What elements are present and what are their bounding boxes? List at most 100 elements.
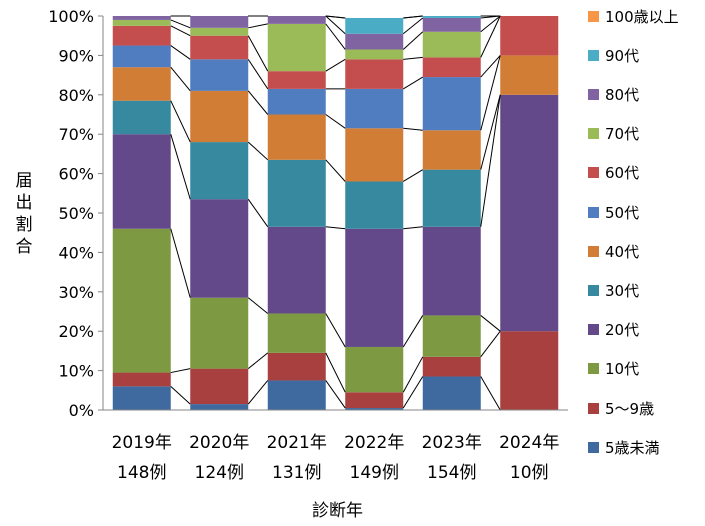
bar-segment-6-0 <box>112 45 171 68</box>
legend-label: 20代 <box>605 321 640 340</box>
series-line-3-4 <box>403 226 423 230</box>
series-line-3-8 <box>403 56 423 60</box>
series-line-4-4 <box>480 94 501 227</box>
bar-segment-7-4 <box>422 57 481 78</box>
legend-swatch <box>588 245 599 257</box>
legend-item: 40代 <box>588 241 639 261</box>
series-line-2-4 <box>325 226 346 230</box>
series-line-4-5 <box>480 94 501 170</box>
legend-item: 60代 <box>588 163 639 183</box>
series-line-0-4 <box>170 134 191 200</box>
legend-label: 70代 <box>605 125 640 144</box>
bar-segment-10-4 <box>422 16 481 18</box>
series-line-3-12 <box>403 15 423 19</box>
bar-segment-5-0 <box>112 67 171 101</box>
x-tick-count-label-2: 131例 <box>272 463 321 483</box>
bar-segment-6-1 <box>190 59 249 91</box>
bar-segment-5-4 <box>422 130 481 170</box>
bar-segment-0-1 <box>190 404 249 410</box>
bar-segment-9-3 <box>345 33 404 50</box>
series-line-1-7 <box>247 59 269 90</box>
legend-label: 10代 <box>605 360 640 379</box>
series-line-2-5 <box>325 159 346 182</box>
bar-segment-3-0 <box>112 134 171 229</box>
legend-swatch <box>588 49 599 61</box>
series-line-0-7 <box>170 45 191 60</box>
bar-segment-0-0 <box>112 386 171 410</box>
x-tick-count-label-4: 154例 <box>427 463 476 483</box>
series-line-2-3 <box>325 313 346 348</box>
legend-item: 100歳以上 <box>588 6 679 26</box>
y-tick-label-8: 80% <box>58 86 94 105</box>
series-line-0-6 <box>170 66 191 92</box>
series-line-1-3 <box>247 297 269 314</box>
bar-segment-0-3 <box>345 408 404 410</box>
series-line-1-6 <box>247 90 269 115</box>
series-line-2-6 <box>325 114 346 129</box>
bar-segment-1-4 <box>422 356 481 377</box>
bar-segment-5-3 <box>345 128 404 182</box>
bar-segment-9-0 <box>112 16 171 20</box>
y-tick-label-9: 90% <box>58 46 94 65</box>
y-tick-label-6: 60% <box>58 165 94 184</box>
legend-label: 60代 <box>605 164 640 183</box>
bar-segment-3-3 <box>345 228 404 347</box>
legend-item: 5歳未満 <box>588 437 660 457</box>
x-tick-label-0: 2019年 <box>112 433 172 453</box>
x-tick-count-label-0: 148例 <box>117 463 166 483</box>
series-line-1-5 <box>247 141 269 161</box>
bar-segment-7-0 <box>112 25 171 46</box>
legend-item: 10代 <box>588 359 639 379</box>
legend-swatch <box>588 363 599 375</box>
bar-segment-2-1 <box>190 297 249 369</box>
bar-segment-7-2 <box>267 71 326 89</box>
bar-segment-8-0 <box>112 19 171 26</box>
bar-segment-2-4 <box>422 315 481 357</box>
bar-segment-6-2 <box>267 88 326 115</box>
bar-segment-4-2 <box>267 159 326 227</box>
bar-segment-5-2 <box>267 114 326 160</box>
x-tick-label-4: 2023年 <box>422 433 482 453</box>
legend-label: 100歳以上 <box>605 7 679 26</box>
bar-segment-7-1 <box>190 35 249 60</box>
bar-segment-8-3 <box>345 49 404 60</box>
bar-segment-8-4 <box>422 31 481 58</box>
bar-segment-2-3 <box>345 346 404 393</box>
y-tick-label-0: 0% <box>69 401 94 420</box>
series-line-0-9 <box>170 19 191 29</box>
legend-item: 90代 <box>588 45 639 65</box>
bar-segment-4-1 <box>190 142 249 200</box>
series-line-2-2 <box>325 352 346 393</box>
bar-segment-1-0 <box>112 372 171 387</box>
bar-segment-1-1 <box>190 368 249 405</box>
legend-item: 70代 <box>588 124 639 144</box>
series-line-0-8 <box>170 25 191 37</box>
y-axis-title: 届出割合 <box>16 171 33 257</box>
legend-swatch <box>588 128 599 140</box>
y-axis-title-char: 出 <box>16 193 33 213</box>
bar-segment-6-4 <box>422 77 481 131</box>
bar-segment-3-2 <box>267 226 326 314</box>
x-tick-label-2: 2021年 <box>267 433 327 453</box>
y-axis-title-char: 届 <box>16 171 33 191</box>
legend-label: 30代 <box>605 281 640 300</box>
bar-segment-4-0 <box>112 100 171 135</box>
series-line-3-9 <box>402 31 424 50</box>
bar-segment-2-2 <box>267 313 326 353</box>
series-line-3-1 <box>402 376 424 409</box>
bar-segment-4-4 <box>422 169 481 227</box>
series-line-3-3 <box>402 315 424 348</box>
series-line-1-8 <box>247 35 269 72</box>
bar-segment-0-2 <box>267 380 326 410</box>
legend-swatch <box>588 284 599 296</box>
y-tick-label-3: 30% <box>58 283 94 302</box>
series-line-3-10 <box>402 17 424 35</box>
legend-item: 30代 <box>588 280 639 300</box>
bar-segment-8-1 <box>190 27 249 36</box>
y-tick-label-5: 50% <box>58 204 94 223</box>
legend-swatch <box>588 10 599 22</box>
bar-segment-5-1 <box>190 90 249 143</box>
series-line-4-2 <box>480 330 501 358</box>
series-line-4-6 <box>480 55 501 131</box>
series-line-2-9 <box>325 23 346 50</box>
